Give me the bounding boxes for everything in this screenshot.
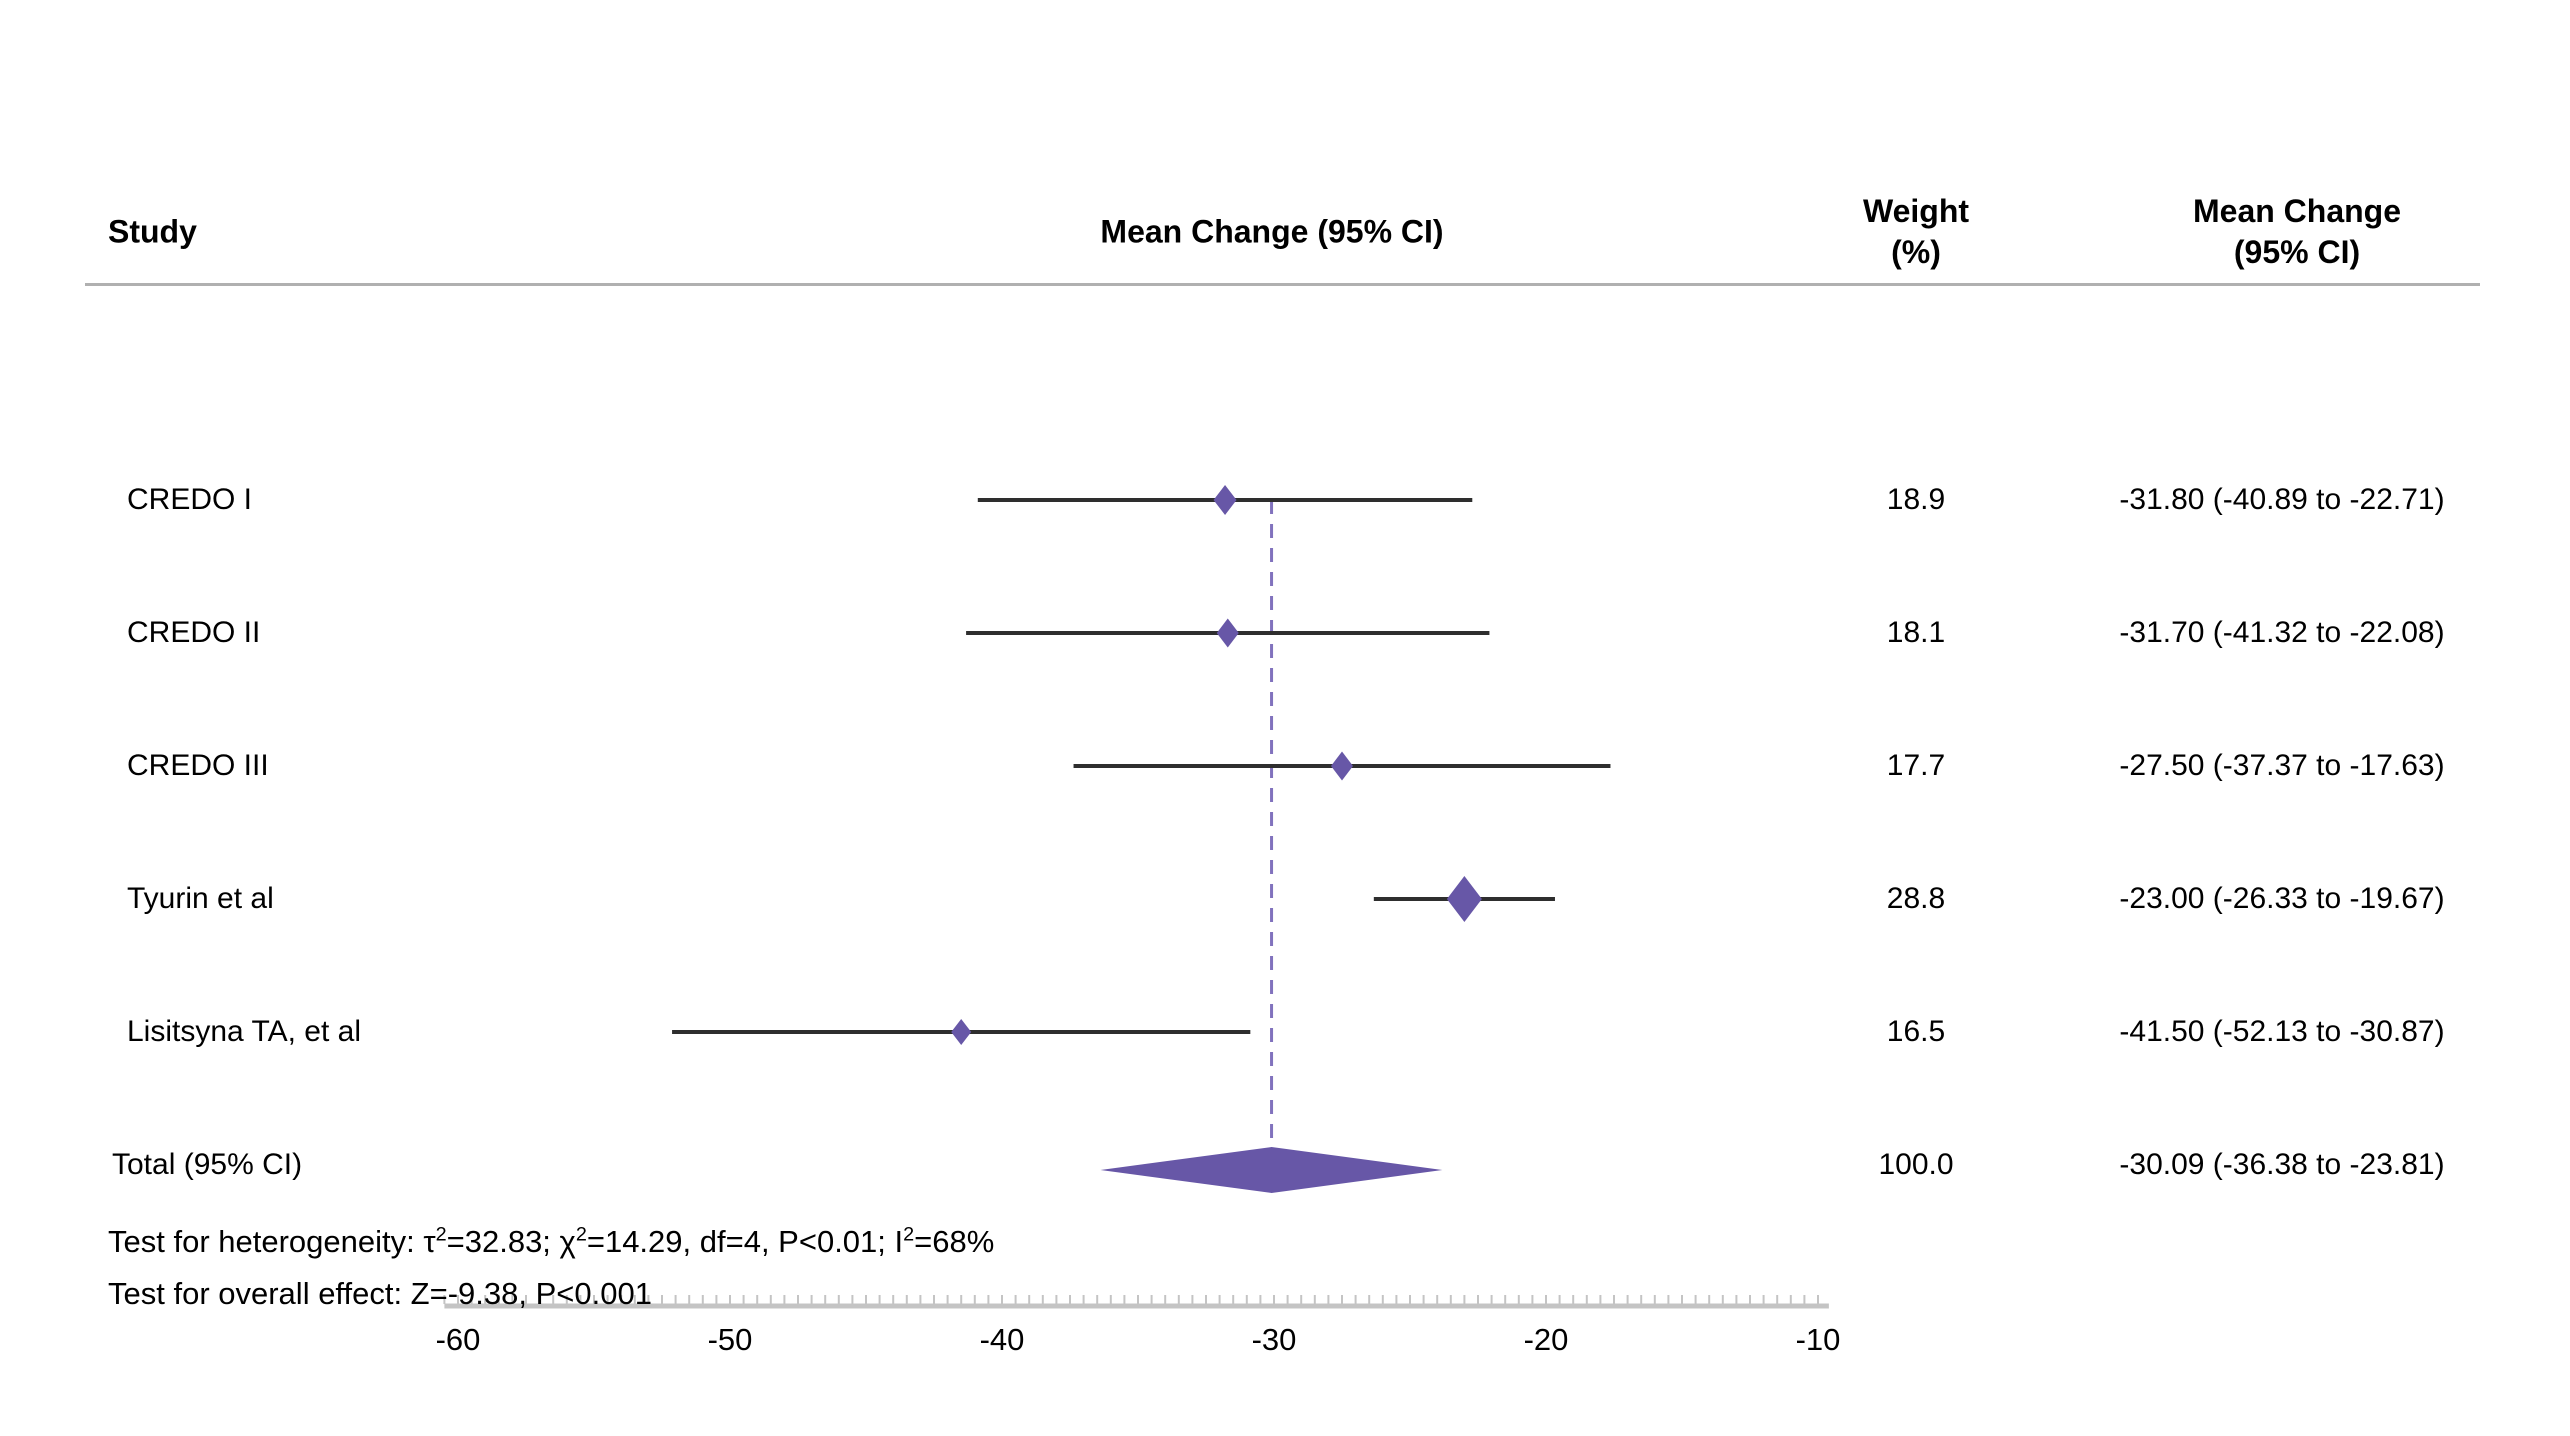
axis-tick-label: -30 [1251,1322,1297,1357]
weight-value: 17.7 [1886,749,1946,782]
footnote-text: =14.29, df=4, P<0.01; I [586,1224,904,1259]
ci-value: -23.00 (-26.33 to -19.67) [2119,882,2445,915]
header-divider [85,283,2480,286]
column-header-plot: Mean Change (95% CI) [1100,213,1444,250]
axis-tick-label: -40 [979,1322,1025,1357]
axis-tick-label: -60 [435,1322,481,1357]
study-label: CREDO II [127,616,261,649]
study-point-diamond [1331,751,1353,781]
column-header-weight-line2: (%) [1891,234,1941,270]
axis-tick-label: -50 [707,1322,753,1357]
total-weight-value: 100.0 [1878,1148,1954,1181]
column-header-weight: Weight (%) [1863,191,1969,273]
overall-effect-note: Test for overall effect: Z=-9.38, P<0.00… [108,1276,652,1311]
study-label: CREDO III [127,749,269,782]
footnote-text: =32.83; χ [446,1224,576,1259]
ci-value: -27.50 (-37.37 to -17.63) [2119,749,2445,782]
total-label: Total (95% CI) [112,1148,303,1181]
superscript: 2 [575,1223,587,1246]
superscript: 2 [435,1223,447,1246]
heterogeneity-note: Test for heterogeneity: τ2=32.83; χ2=14.… [108,1224,994,1260]
weight-value: 18.1 [1886,616,1946,649]
footnote-text: =68% [914,1224,995,1259]
study-point-diamond [951,1019,972,1045]
column-header-study: Study [108,213,197,250]
ci-value: -31.70 (-41.32 to -22.08) [2119,616,2445,649]
study-point-diamond [1213,485,1237,515]
study-label: Tyurin et al [127,882,274,915]
footnote-text: Test for heterogeneity: τ [108,1224,436,1259]
study-point-diamond [1216,618,1239,648]
axis-tick-label: -20 [1523,1322,1569,1357]
weight-value: 16.5 [1886,1015,1946,1048]
ci-value: -41.50 (-52.13 to -30.87) [2119,1015,2445,1048]
column-header-mean-change-line2: (95% CI) [2233,234,2361,270]
study-label: Lisitsyna TA, et al [127,1015,361,1048]
column-header-mean-change-line1: Mean Change [2192,193,2402,230]
total-ci-value: -30.09 (-36.38 to -23.81) [2119,1148,2445,1181]
study-point-diamond [1446,876,1482,922]
weight-value: 28.8 [1886,882,1946,915]
ci-value: -31.80 (-40.89 to -22.71) [2119,483,2445,516]
study-label: CREDO I [127,483,253,516]
column-header-weight-line1: Weight [1862,193,1970,230]
column-header-mean-change: Mean Change (95% CI) [2193,191,2401,273]
weight-value: 18.9 [1886,483,1946,516]
superscript: 2 [903,1223,915,1246]
total-pooled-diamond [1100,1147,1443,1193]
axis-tick-label: -10 [1795,1322,1841,1357]
